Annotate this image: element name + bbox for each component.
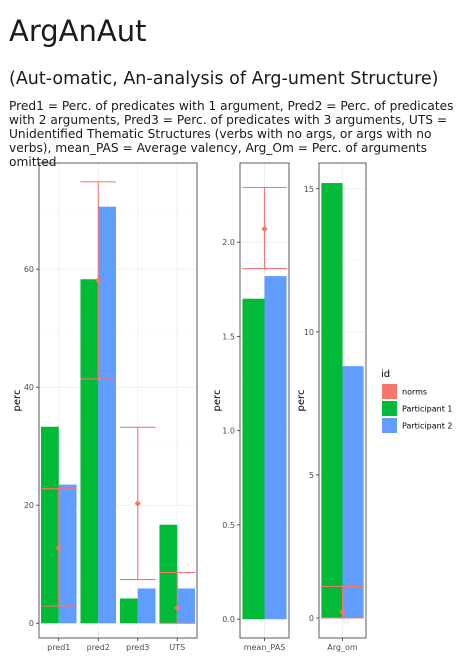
variable-description: Pred1 = Perc. of predicates with 1 argum… [9,99,454,169]
bar-participant-1-mean_PAS [242,298,265,620]
y-tick-label: 2.0 [222,238,235,247]
y-axis-label: perc [212,390,223,412]
y-tick-label: 10 [304,328,314,337]
legend-label: norms [402,388,427,397]
norm-point-Arg_om [339,609,346,616]
y-axis-label: perc [12,390,23,412]
bar-participant-1-pred1 [40,426,59,624]
y-tick-label: 1.5 [222,332,235,341]
x-tick-label-Arg_om: Arg_om [327,643,358,652]
legend-label: Participant 2 [402,422,452,431]
x-tick-label-mean_PAS: mean_PAS [244,643,286,652]
bar-participant-2-mean_PAS [264,276,287,620]
y-tick-label: 60 [24,265,34,274]
x-tick-label-pred3: pred3 [126,643,149,652]
legend-swatch-participant-1 [382,401,397,416]
bar-participant-1-Arg_om [321,183,343,618]
y-tick-label: 0.5 [222,521,235,530]
legend-swatch-norms [382,384,397,399]
y-axis-label: perc [296,390,307,412]
legend-label: Participant 1 [402,405,452,414]
y-tick-label: 1.0 [222,427,235,436]
norm-point-mean_PAS [261,225,268,233]
x-tick-label-pred1: pred1 [47,643,70,652]
bar-participant-2-pred3 [137,588,156,624]
legend-swatch-participant-2 [382,418,397,433]
y-tick-label: 5 [309,471,314,480]
page-subtitle: (Aut-omatic, An-analysis of Arg-ument St… [9,69,439,89]
norm-point-pred2 [95,277,102,284]
legend: id norms Participant 1 Participant 2 [381,369,452,433]
chart-panel-1: 0 20 40 60 pred1 pred2 pred3 UTS perc [12,162,198,652]
y-tick-label: 20 [24,501,34,510]
y-tick-label: 0.0 [222,615,235,624]
chart-panel-3: 0 5 10 15 Arg_om perc [296,162,367,652]
y-tick-label: 0 [309,614,314,623]
y-tick-label: 40 [24,383,34,392]
bar-participant-1-pred2 [80,279,99,624]
bar-participant-2-Arg_om [342,366,364,618]
bar-participant-1-UTS [159,524,178,624]
norm-point-pred1 [55,544,62,551]
bar-participant-2-pred1 [58,484,77,624]
bar-participant-2-UTS [177,588,196,624]
x-tick-label-UTS: UTS [169,643,185,652]
chart-panel-2: 0.0 0.5 1.0 1.5 2.0 mean_PAS perc [212,162,290,652]
norm-point-UTS [174,604,181,612]
panel-border [38,162,198,639]
norm-point-pred3 [134,500,141,507]
y-tick-label: 0 [29,619,34,628]
y-tick-label: 15 [304,185,314,194]
x-tick-label-pred2: pred2 [87,643,110,652]
bar-participant-2-pred2 [98,206,117,624]
legend-title: id [381,369,390,380]
page-title: ArgAnAut [9,14,147,48]
bar-participant-1-pred3 [119,598,138,624]
